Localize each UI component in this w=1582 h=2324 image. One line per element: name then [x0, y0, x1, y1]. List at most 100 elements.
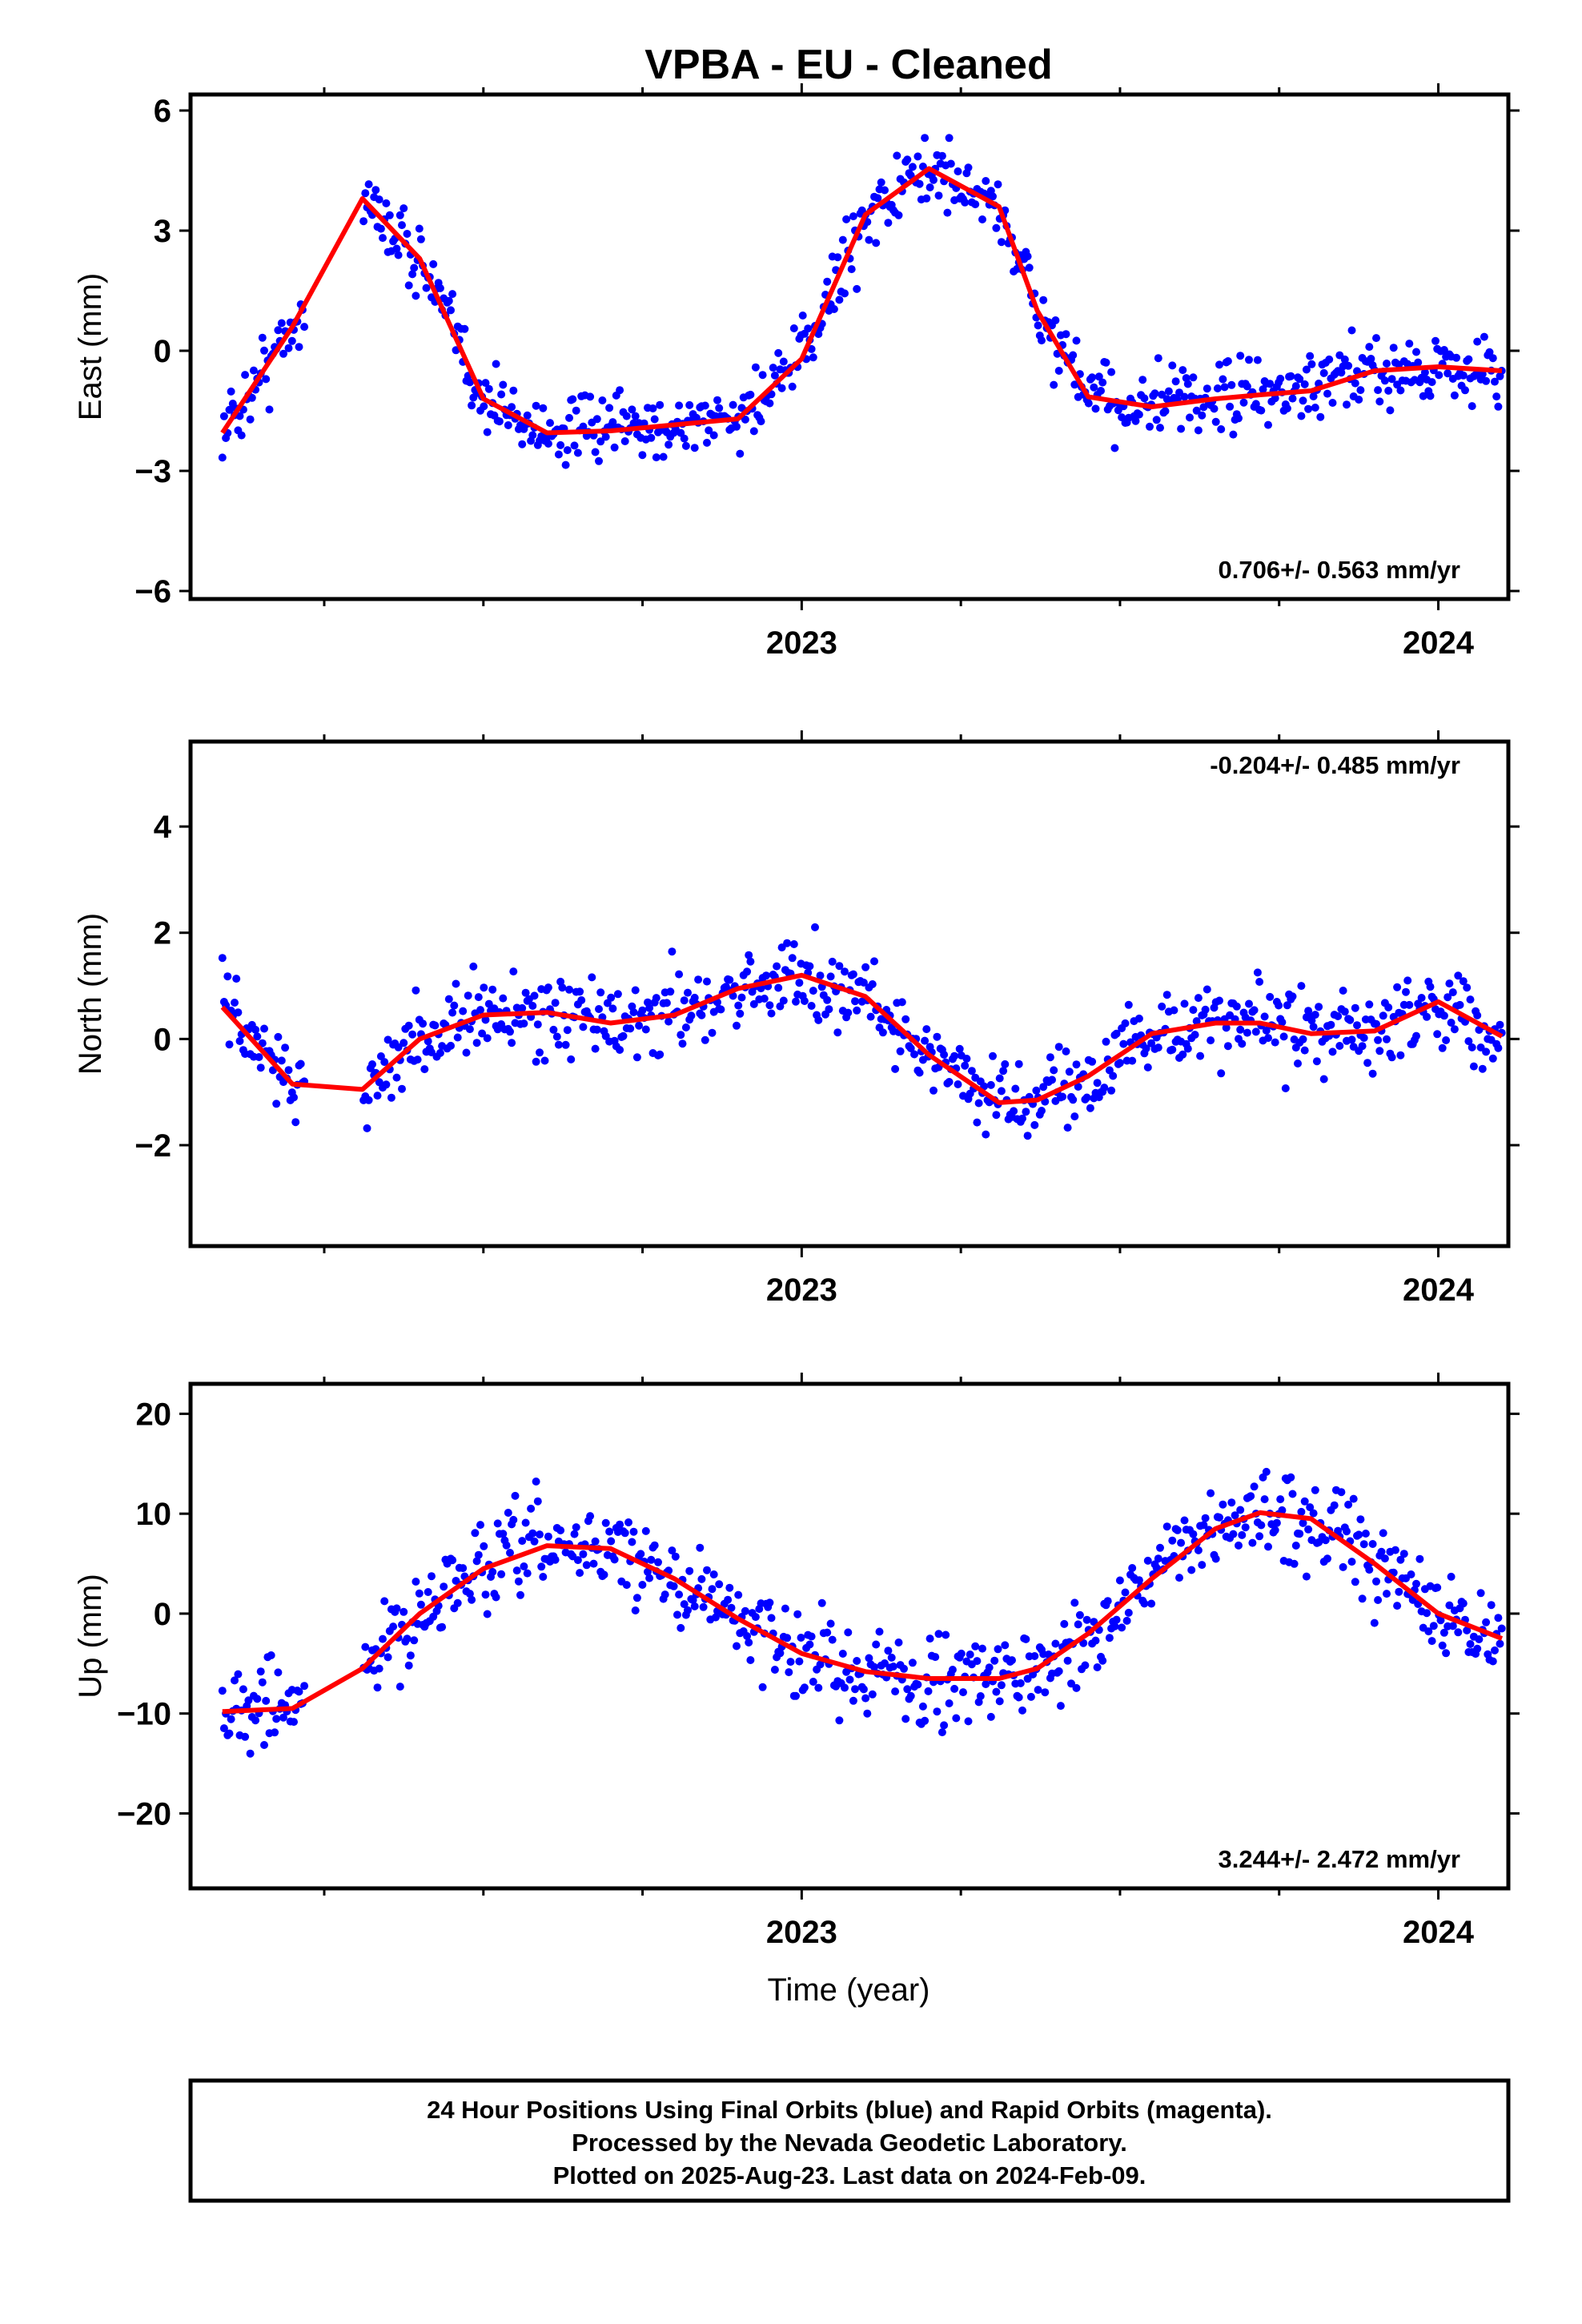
data-point [247, 393, 256, 402]
data-point [878, 1028, 887, 1037]
data-point [931, 1653, 940, 1662]
data-point [1251, 400, 1260, 408]
data-point [1323, 389, 1331, 398]
data-point [616, 1520, 624, 1529]
data-point [1448, 1622, 1457, 1630]
data-point [218, 453, 227, 462]
data-point [1170, 1006, 1178, 1015]
data-point [891, 1687, 900, 1696]
data-point [412, 986, 420, 995]
data-point [1374, 1035, 1383, 1044]
data-point [1220, 383, 1229, 392]
data-point [428, 1572, 436, 1581]
data-point [1074, 1083, 1082, 1091]
data-point [933, 1707, 942, 1716]
data-point [853, 1006, 861, 1015]
footer-box [188, 2078, 1511, 2203]
x-axis-label: Time (year) [768, 1972, 930, 2008]
data-point [1389, 344, 1398, 352]
data-point [481, 1590, 490, 1599]
data-point [1034, 321, 1042, 330]
data-point [1423, 1012, 1431, 1021]
data-point [1386, 406, 1395, 415]
data-point [1121, 1588, 1130, 1597]
data-point [565, 985, 573, 994]
data-point [1227, 380, 1236, 389]
data-point [835, 962, 844, 971]
data-point [685, 400, 694, 409]
data-point [452, 979, 460, 988]
data-point [539, 404, 548, 412]
data-point [444, 995, 453, 1003]
data-point [398, 221, 406, 230]
data-point [1183, 380, 1192, 388]
data-point [1223, 1042, 1232, 1051]
data-point [556, 440, 565, 449]
data-point [244, 1696, 253, 1705]
data-point [711, 1613, 720, 1622]
data-point [762, 971, 770, 980]
data-point [1395, 1587, 1403, 1596]
data-point [610, 443, 619, 452]
data-point [997, 1681, 1006, 1690]
points-layer [218, 134, 1506, 469]
data-point [872, 239, 881, 247]
data-point [1162, 1522, 1171, 1531]
data-point [680, 434, 689, 443]
data-point [582, 1561, 591, 1570]
data-point [601, 1518, 610, 1527]
data-point [1347, 1558, 1356, 1566]
data-point [1118, 1623, 1126, 1632]
data-point [1226, 402, 1235, 411]
data-point [884, 1647, 893, 1655]
data-point [596, 988, 605, 997]
data-point [1081, 1661, 1090, 1670]
data-point [431, 1021, 440, 1030]
data-point [1048, 1076, 1056, 1084]
data-point [476, 1521, 484, 1530]
data-point [227, 1715, 235, 1723]
data-point [628, 405, 636, 414]
data-point [1039, 1083, 1048, 1092]
data-point [833, 253, 842, 262]
data-point [894, 1638, 903, 1647]
data-point [1488, 354, 1497, 363]
data-point [699, 1602, 708, 1611]
data-point [1309, 1509, 1318, 1518]
data-point [825, 1005, 833, 1014]
data-point [592, 415, 601, 424]
data-point [483, 428, 492, 436]
data-point [632, 1053, 641, 1062]
data-point [1344, 1500, 1353, 1509]
data-point [1464, 1037, 1473, 1046]
data-point [438, 1622, 447, 1631]
data-point [279, 1713, 287, 1722]
data-point [1213, 384, 1222, 392]
data-point [379, 234, 387, 243]
data-point [1283, 1001, 1291, 1010]
data-point [591, 1537, 600, 1546]
data-point [746, 390, 755, 399]
data-point [841, 1683, 849, 1692]
data-point [1245, 999, 1253, 1008]
data-point [915, 1068, 924, 1077]
data-point [613, 990, 622, 999]
data-point [589, 1559, 598, 1568]
data-point [497, 390, 506, 399]
data-point [826, 972, 835, 981]
x-tick-label: 2024 [1403, 625, 1475, 661]
data-point [877, 178, 885, 187]
data-point [1051, 1639, 1060, 1648]
data-point [1217, 1069, 1226, 1078]
data-point [1091, 404, 1100, 413]
data-point [873, 194, 882, 203]
data-point [922, 194, 931, 203]
data-point [419, 1019, 428, 1028]
fit-curve [222, 1510, 1504, 1715]
data-point [1355, 1530, 1363, 1539]
data-point [392, 1073, 401, 1082]
data-point [234, 1008, 243, 1017]
data-point [1102, 1037, 1110, 1046]
data-point [943, 208, 952, 217]
